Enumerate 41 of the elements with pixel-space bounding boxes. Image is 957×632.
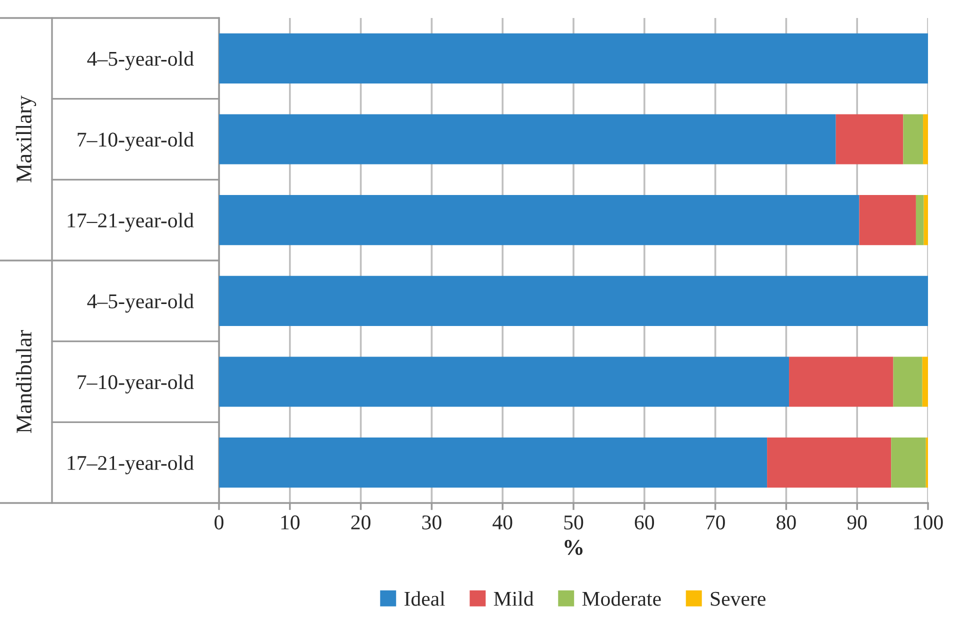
legend-label: Ideal (404, 591, 445, 606)
bar (219, 276, 928, 326)
bar (859, 195, 916, 246)
bar (923, 114, 928, 164)
bar (219, 356, 790, 407)
text: Mandibular (16, 330, 32, 433)
bar (924, 195, 928, 246)
bar (219, 33, 928, 84)
bar (916, 195, 924, 246)
bar (219, 195, 860, 246)
x-tick-label: 30 (422, 515, 442, 530)
y-tick-label: 4–5-year-old (87, 51, 194, 70)
bar (767, 438, 892, 488)
y-tick-label: 17–21-year-old (68, 212, 194, 232)
text: Maxillary (16, 96, 36, 182)
x-tick-label: 20 (351, 515, 370, 530)
x-tick-label: 40 (492, 515, 512, 530)
legend-label: Moderate (582, 591, 661, 606)
legend-label: Mild (494, 591, 534, 606)
legend-label: Severe (710, 592, 766, 606)
bar (893, 356, 922, 407)
x-axis-title: % (564, 540, 583, 555)
x-tick-label: 70 (706, 515, 725, 530)
x-tick-label: 10 (281, 515, 300, 530)
y-tick-label: 7–10-year-old (78, 374, 194, 394)
x-tick-label: 80 (776, 515, 796, 530)
x-tick-label: 100 (914, 515, 943, 530)
bar (836, 114, 904, 164)
bar (891, 438, 926, 488)
bar (903, 114, 924, 164)
bar (789, 356, 894, 407)
x-tick-label: 90 (847, 515, 867, 530)
bar (219, 114, 836, 164)
x-tick-label: 0 (214, 515, 224, 530)
y-tick-label: 4–5-year-old (87, 294, 194, 313)
x-tick-label: 50 (564, 515, 584, 530)
x-tick-label: 60 (634, 515, 654, 530)
bar (219, 438, 768, 488)
y-tick-label: 7–10-year-old (78, 132, 194, 151)
y-tick-label: 17–21-year-old (68, 455, 194, 474)
bar (922, 356, 928, 407)
